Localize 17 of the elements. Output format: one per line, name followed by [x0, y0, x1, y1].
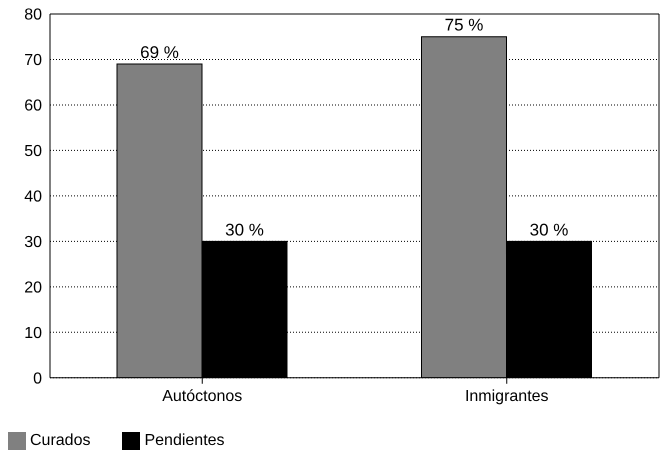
x-tick-label: Inmigrantes: [464, 388, 549, 406]
y-tick-label: 20: [24, 280, 42, 297]
legend-label: Curados: [30, 432, 90, 449]
y-tick-label: 10: [24, 324, 42, 342]
data-label: 75 %: [444, 16, 484, 35]
x-tick-label: Autóctonos: [162, 388, 242, 406]
data-label: 30 %: [530, 220, 568, 240]
y-tick-label: 0: [33, 370, 42, 388]
y-tick-label: 80: [24, 6, 42, 24]
data-label: 30 %: [225, 220, 264, 240]
y-tick-label: 30: [24, 234, 42, 252]
data-label: 69 %: [140, 43, 179, 62]
y-tick-label: 60: [24, 98, 42, 115]
y-tick-label: 70: [24, 52, 42, 70]
legend-label: Pendientes: [144, 432, 225, 449]
y-tick-label: 50: [24, 143, 42, 160]
y-tick-label: 40: [24, 188, 42, 206]
